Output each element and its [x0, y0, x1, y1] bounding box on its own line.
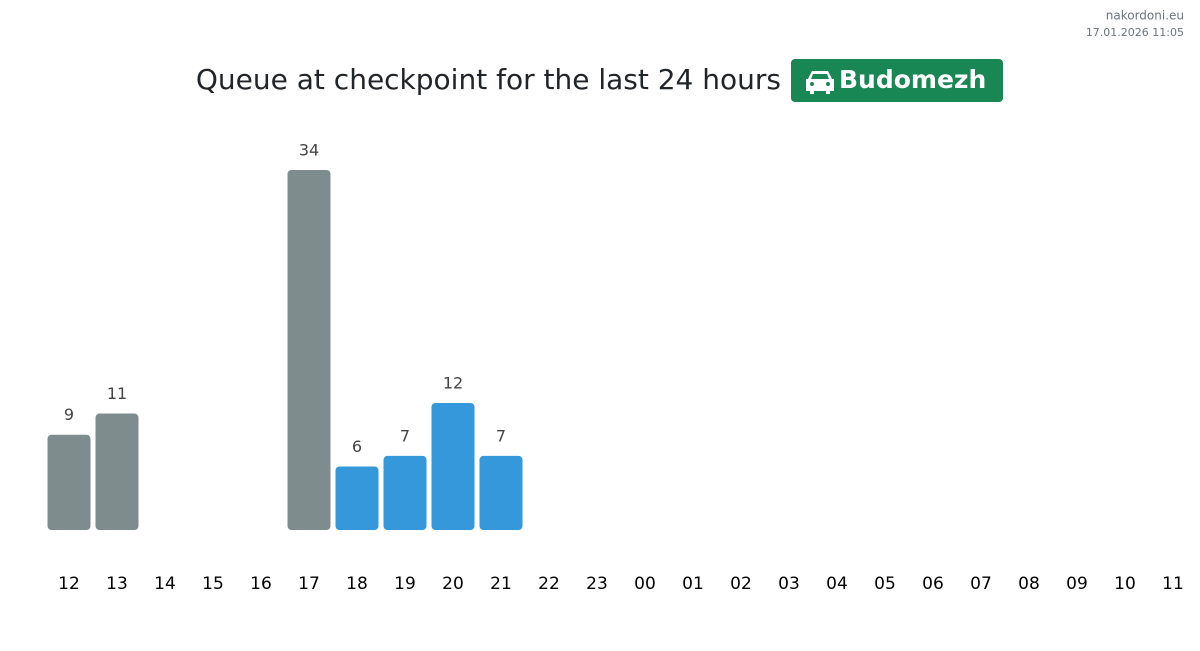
site-name: nakordoni.eu — [1106, 9, 1184, 23]
chart-title: Queue at checkpoint for the last 24 hour… — [196, 63, 781, 96]
x-tick-label: 16 — [250, 574, 272, 594]
x-tick-label: 17 — [298, 574, 320, 594]
bar — [479, 455, 523, 530]
x-tick-label: 07 — [970, 574, 992, 594]
x-tick-label: 11 — [1162, 574, 1184, 594]
value-label: 6 — [352, 437, 362, 456]
x-tick-label: 15 — [202, 574, 224, 594]
bar — [383, 455, 427, 530]
x-tick-label: 08 — [1018, 574, 1040, 594]
x-tick-label: 06 — [922, 574, 944, 594]
x-tick-label: 12 — [58, 574, 80, 594]
x-tick-label: 10 — [1114, 574, 1136, 594]
x-tick-label: 13 — [106, 574, 128, 594]
value-label: 34 — [299, 141, 319, 160]
bar — [287, 170, 331, 530]
x-tick-label: 04 — [826, 574, 848, 594]
x-tick-label: 02 — [730, 574, 752, 594]
timestamp: 17.01.2026 11:05 — [1086, 26, 1184, 39]
x-tick-label: 22 — [538, 574, 560, 594]
bar — [47, 434, 91, 530]
value-label: 12 — [443, 373, 463, 392]
value-label: 11 — [107, 384, 127, 403]
x-tick-label: 14 — [154, 574, 176, 594]
x-tick-label: 21 — [490, 574, 512, 594]
value-label: 9 — [64, 405, 74, 424]
value-label: 7 — [400, 426, 410, 445]
x-tick-label: 20 — [442, 574, 464, 594]
badge-text: Budomezh — [839, 65, 986, 94]
x-tick-label: 18 — [346, 574, 368, 594]
badge — [791, 59, 1003, 102]
x-tick-label: 23 — [586, 574, 608, 594]
x-tick-label: 01 — [682, 574, 704, 594]
value-label: 7 — [496, 426, 506, 445]
x-tick-label: 00 — [634, 574, 656, 594]
x-tick-label: 19 — [394, 574, 416, 594]
bar — [335, 466, 379, 530]
x-tick-label: 09 — [1066, 574, 1088, 594]
bar — [95, 413, 139, 530]
bar — [431, 402, 475, 530]
car-icon — [806, 71, 834, 94]
x-tick-label: 03 — [778, 574, 800, 594]
x-tick-label: 05 — [874, 574, 896, 594]
